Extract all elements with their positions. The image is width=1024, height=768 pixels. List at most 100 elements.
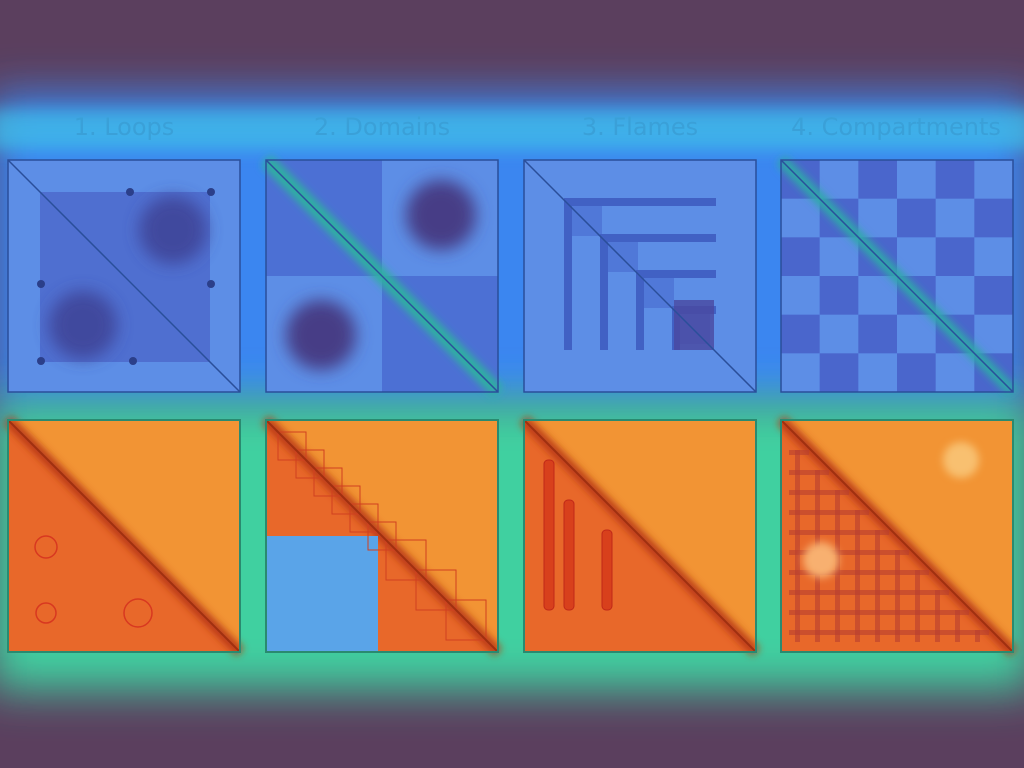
frame bbox=[7, 419, 241, 653]
domain-box bbox=[367, 521, 397, 551]
check bbox=[897, 198, 936, 238]
check bbox=[781, 237, 820, 276]
plaid-v bbox=[935, 590, 940, 642]
plaid-h bbox=[789, 470, 829, 475]
blob bbox=[49, 291, 117, 359]
check bbox=[858, 314, 897, 354]
domain-box bbox=[331, 485, 361, 515]
loop-dot bbox=[37, 280, 45, 288]
check bbox=[819, 276, 859, 315]
diagonal bbox=[523, 159, 757, 393]
plaid-v bbox=[795, 450, 800, 642]
blob bbox=[139, 196, 207, 264]
flame bbox=[600, 234, 608, 350]
block bbox=[674, 300, 714, 350]
plaid-h bbox=[789, 590, 949, 595]
panels bbox=[4, 155, 1018, 656]
diagonal bbox=[523, 419, 757, 653]
check bbox=[819, 353, 859, 392]
frame bbox=[523, 419, 757, 653]
plaid-h bbox=[789, 630, 989, 635]
plaid-v bbox=[855, 510, 860, 642]
flame bbox=[564, 198, 716, 206]
loop-circle bbox=[35, 602, 57, 624]
check bbox=[974, 276, 1013, 315]
flame bbox=[600, 234, 716, 242]
frame bbox=[780, 159, 1014, 393]
domain-box bbox=[385, 539, 427, 581]
check bbox=[935, 160, 975, 199]
blob bbox=[943, 442, 979, 478]
blob bbox=[406, 180, 476, 250]
panel-title: 1. Loops bbox=[74, 113, 175, 141]
plaid-v bbox=[955, 610, 960, 642]
diagonal bbox=[7, 159, 241, 393]
outside-region bbox=[266, 536, 378, 652]
panel bbox=[261, 155, 503, 656]
block bbox=[572, 206, 602, 236]
domain-box bbox=[295, 449, 325, 479]
check bbox=[781, 314, 820, 354]
flame bbox=[636, 270, 716, 278]
panel-title: 3. Flames bbox=[582, 113, 698, 141]
block bbox=[644, 278, 674, 308]
loop-dot bbox=[37, 357, 45, 365]
diagonal bbox=[7, 419, 241, 653]
panel bbox=[4, 159, 244, 656]
check bbox=[935, 237, 975, 276]
titles: 1. Loops 2. Domains 3. Flames 4. Compart… bbox=[74, 113, 1001, 141]
plaid-v bbox=[875, 530, 880, 642]
heatmap bbox=[520, 416, 760, 656]
panel bbox=[776, 155, 1018, 656]
check bbox=[858, 160, 897, 199]
loop-circle bbox=[34, 535, 58, 559]
domain-box bbox=[445, 599, 487, 641]
panel bbox=[520, 159, 760, 656]
plaid-h bbox=[789, 550, 909, 555]
flame-bar bbox=[601, 529, 613, 611]
diagonal bbox=[265, 419, 499, 653]
plaid-h bbox=[789, 510, 869, 515]
loop-dot bbox=[126, 188, 134, 196]
plaid-h bbox=[789, 490, 849, 495]
check bbox=[897, 353, 936, 392]
diagonal bbox=[265, 159, 499, 393]
schematic bbox=[523, 159, 757, 393]
flame-bar bbox=[543, 459, 555, 611]
frame bbox=[7, 159, 241, 393]
block bbox=[608, 242, 638, 272]
domain-box bbox=[313, 467, 343, 497]
schematic bbox=[776, 155, 1018, 397]
blob bbox=[803, 542, 839, 578]
heatmap bbox=[262, 416, 502, 656]
heatmap bbox=[777, 416, 1017, 656]
blob bbox=[286, 300, 356, 370]
loop-dot bbox=[207, 188, 215, 196]
heatmap bbox=[4, 416, 244, 656]
schematic bbox=[7, 159, 241, 393]
frame bbox=[265, 159, 499, 393]
domain-box bbox=[349, 503, 379, 533]
check bbox=[974, 198, 1013, 238]
plaid-v bbox=[915, 570, 920, 642]
domain-box bbox=[415, 569, 457, 611]
diagonal bbox=[780, 159, 1014, 393]
loop-circle bbox=[123, 598, 153, 628]
plaid-v bbox=[975, 630, 980, 642]
panel-title: 2. Domains bbox=[314, 113, 450, 141]
schematic bbox=[261, 155, 503, 397]
plaid-h bbox=[789, 570, 929, 575]
domain-box bbox=[277, 431, 307, 461]
flame-bar bbox=[563, 499, 575, 611]
plaid-h bbox=[789, 610, 969, 615]
loop-dot bbox=[207, 280, 215, 288]
glow-titles bbox=[0, 110, 1024, 150]
diagonal bbox=[780, 419, 1014, 653]
flame bbox=[564, 198, 572, 350]
loop-dot bbox=[129, 357, 137, 365]
frame bbox=[265, 419, 499, 653]
panel-title: 4. Compartments bbox=[791, 113, 1001, 141]
frame bbox=[523, 159, 757, 393]
